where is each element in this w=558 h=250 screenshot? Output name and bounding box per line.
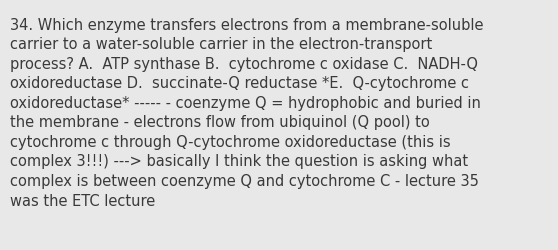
Text: 34. Which enzyme transfers electrons from a membrane-soluble
carrier to a water-: 34. Which enzyme transfers electrons fro… — [10, 18, 484, 208]
